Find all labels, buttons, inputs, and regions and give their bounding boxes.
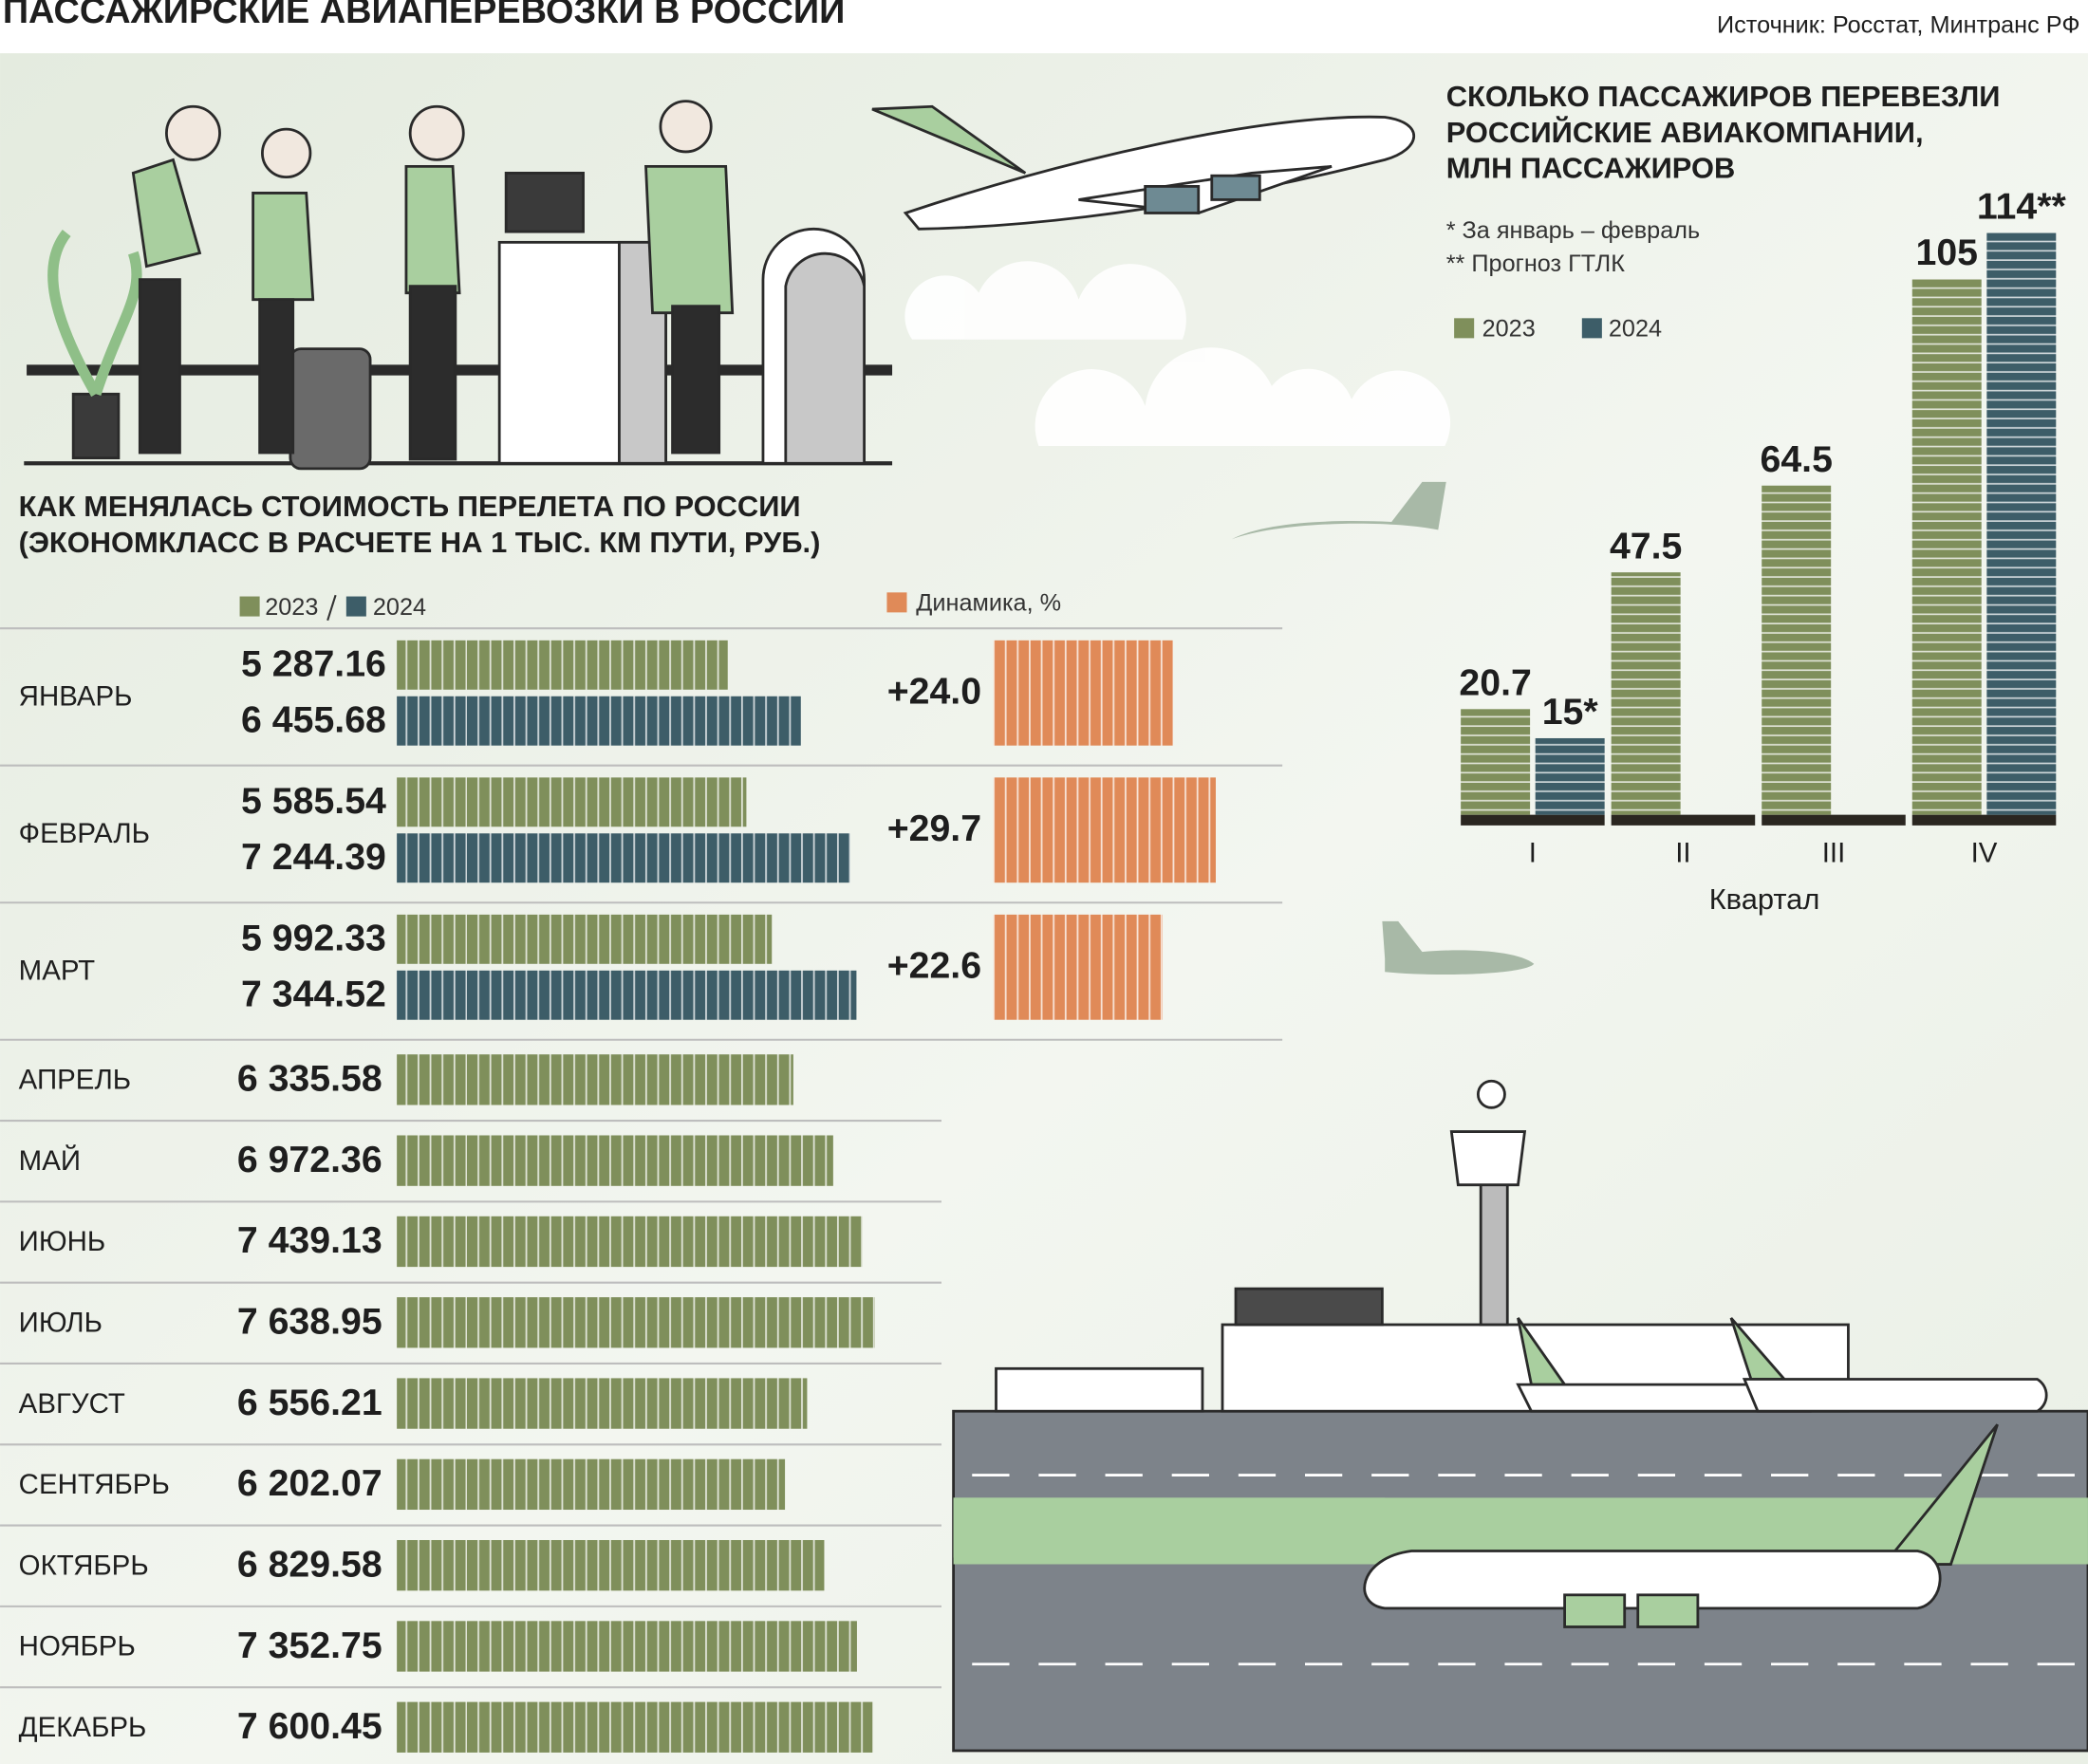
value-label: +24.0	[887, 670, 981, 712]
note: * За январь – февраль	[1446, 217, 1700, 244]
chart-title: (ЭКОНОМКЛАСС В РАСЧЕТЕ НА 1 ТЫС. КМ ПУТИ…	[19, 526, 821, 559]
bar	[1461, 709, 1531, 815]
month-label: АПРЕЛЬ	[19, 1065, 131, 1096]
value-label: 6 455.68	[241, 699, 386, 741]
page-title: ПАССАЖИРСКИЕ АВИАПЕРЕВОЗКИ В РОССИИ	[3, 0, 846, 31]
value-label: 6 972.36	[237, 1139, 382, 1180]
month-label: МАРТ	[19, 956, 96, 987]
legend-label: 2023	[265, 594, 318, 621]
value-label: 7 244.39	[241, 836, 386, 878]
airport	[952, 1079, 2088, 1753]
value-label: 5 287.16	[241, 643, 386, 685]
bar	[397, 1378, 808, 1429]
bar	[993, 777, 1216, 883]
month-label: ФЕВРАЛЬ	[19, 818, 150, 849]
bar	[1611, 572, 1681, 815]
value-label: 105	[1915, 232, 1978, 273]
value-label: 20.7	[1459, 661, 1531, 703]
chart-title: КАК МЕНЯЛАСЬ СТОИМОСТЬ ПЕРЕЛЕТА ПО РОССИ…	[19, 490, 801, 523]
x-tick-label: IV	[1971, 838, 1998, 869]
bar	[397, 1458, 786, 1511]
value-label: 64.5	[1760, 438, 1832, 480]
value-label: 7 439.13	[237, 1219, 382, 1261]
baseline	[1461, 814, 1605, 826]
note: ** Прогноз ГТЛК	[1446, 251, 1626, 277]
month-label: ЯНВАРЬ	[19, 681, 133, 713]
value-label: 6 202.07	[237, 1462, 382, 1504]
chart-title: СКОЛЬКО ПАССАЖИРОВ ПЕРЕВЕЗЛИ	[1446, 80, 2001, 113]
bar	[397, 833, 850, 883]
month-label: СЕНТЯБРЬ	[19, 1469, 170, 1500]
bar	[397, 1621, 857, 1672]
legend-label: 2024	[1609, 316, 1662, 343]
value-label: 7 600.45	[237, 1705, 382, 1747]
value-label: +29.7	[887, 808, 981, 849]
bar	[1986, 232, 2057, 815]
source: Источник: Росстат, Минтранс РФ	[1717, 12, 2080, 39]
legend-swatch	[1581, 318, 1602, 339]
bar	[397, 1540, 825, 1591]
baseline	[1611, 814, 1756, 826]
bar	[397, 640, 728, 690]
bar	[397, 1297, 875, 1348]
bar	[397, 914, 773, 964]
value-label: 5 585.54	[241, 780, 386, 822]
x-axis-label: Квартал	[1709, 882, 1820, 916]
legend-swatch	[239, 596, 260, 617]
value-label: 6 556.21	[237, 1382, 382, 1423]
value-label: 114**	[1977, 186, 2067, 228]
month-label: МАЙ	[19, 1144, 81, 1177]
month-label: АВГУСТ	[19, 1388, 125, 1420]
bar	[397, 1701, 873, 1753]
distant-planes	[1231, 481, 1535, 975]
value-label: 6 829.58	[237, 1543, 382, 1585]
legend-separator	[326, 594, 337, 622]
bar	[993, 914, 1163, 1020]
legend-label: Динамика, %	[916, 590, 1061, 617]
legend-swatch	[345, 596, 366, 617]
baseline	[1762, 814, 1906, 826]
legend-swatch	[886, 592, 907, 613]
bar	[397, 1216, 863, 1268]
bar	[397, 1054, 793, 1105]
bar	[1911, 278, 1982, 815]
legend-swatch	[1454, 318, 1475, 339]
legend-label: 2023	[1482, 316, 1536, 343]
chart-title: МЛН ПАССАЖИРОВ	[1446, 152, 1736, 185]
bar	[1762, 485, 1832, 815]
legend-label: 2024	[373, 594, 426, 621]
value-label: 47.5	[1610, 525, 1682, 566]
month-label: ОКТЯБРЬ	[19, 1550, 149, 1581]
value-label: 15*	[1542, 691, 1599, 733]
value-label: +22.6	[887, 944, 981, 986]
airplane	[871, 104, 1415, 231]
bar	[397, 970, 857, 1020]
value-label: 7 638.95	[237, 1301, 382, 1343]
x-tick-label: II	[1675, 838, 1690, 869]
month-label: ИЮНЬ	[19, 1226, 106, 1257]
value-label: 5 992.33	[241, 918, 386, 959]
illustration	[24, 100, 893, 471]
chart-title: РОССИЙСКИЕ АВИАКОМПАНИИ,	[1446, 115, 1924, 149]
value-label: 6 335.58	[237, 1058, 382, 1100]
x-tick-label: I	[1529, 838, 1537, 869]
x-tick-label: III	[1822, 838, 1846, 869]
bar	[993, 640, 1174, 746]
clouds	[904, 261, 1451, 447]
baseline	[1911, 814, 2057, 826]
bar	[1535, 737, 1605, 815]
value-label: 7 352.75	[237, 1625, 382, 1666]
bar	[397, 1135, 833, 1186]
bar	[397, 696, 801, 746]
value-label: 7 344.52	[241, 974, 386, 1015]
month-label: ДЕКАБРЬ	[19, 1712, 147, 1743]
month-label: НОЯБРЬ	[19, 1631, 136, 1662]
month-label: ИЮЛЬ	[19, 1308, 103, 1339]
bar	[397, 777, 747, 827]
